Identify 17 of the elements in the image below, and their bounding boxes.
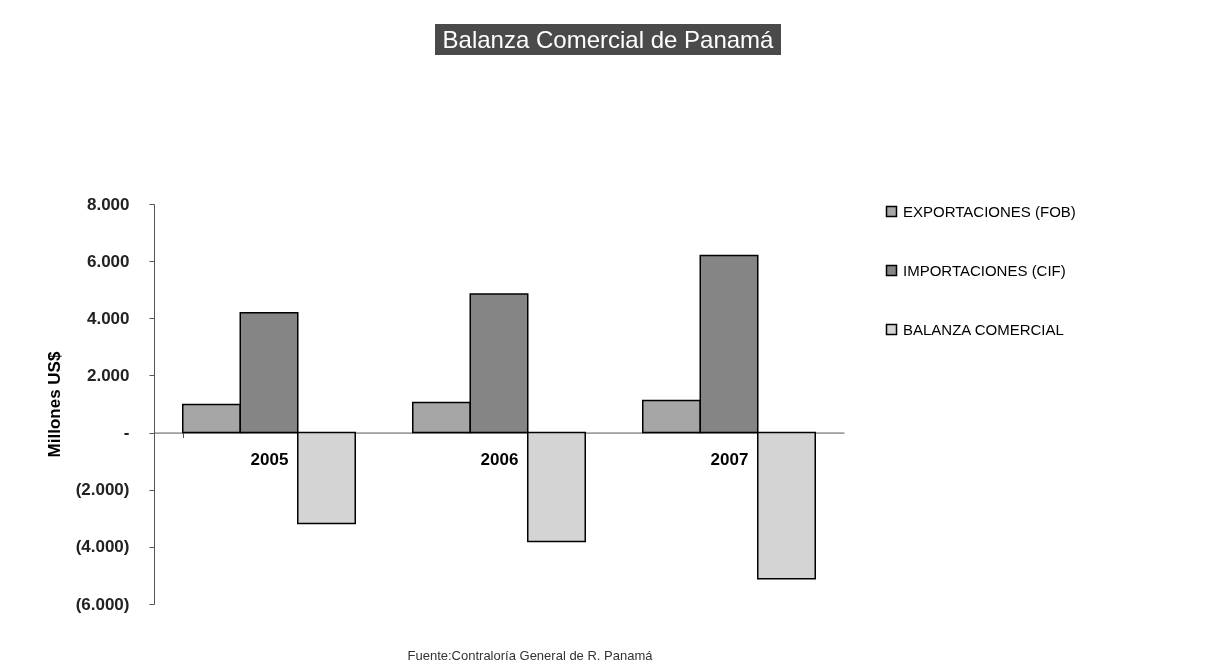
y-tick-label: (2.000) [75, 480, 130, 500]
y-tick-label: (6.000) [75, 594, 130, 614]
y-axis-title: Millones US$ [44, 351, 64, 458]
y-tick-label: - [123, 423, 130, 443]
legend-label: BALANZA COMERCIAL [903, 320, 1064, 338]
y-tick-label: (4.000) [75, 537, 130, 557]
y-tick-label: 6.000 [86, 251, 130, 271]
x-tick-label: 2006 [480, 450, 519, 470]
y-tick-label: 8.000 [86, 194, 130, 214]
y-tick-label: 4.000 [86, 308, 130, 328]
x-tick-label: 2007 [710, 450, 749, 470]
legend-label: EXPORTACIONES (FOB) [903, 202, 1076, 220]
x-tick-label: 2005 [250, 450, 289, 470]
source-note: Fuente:Contraloría General de R. Panamá [406, 648, 654, 663]
chart-title: Balanza Comercial de Panamá [434, 24, 782, 55]
y-tick-label: 2.000 [86, 365, 130, 385]
legend-label: IMPORTACIONES (CIF) [903, 261, 1066, 279]
